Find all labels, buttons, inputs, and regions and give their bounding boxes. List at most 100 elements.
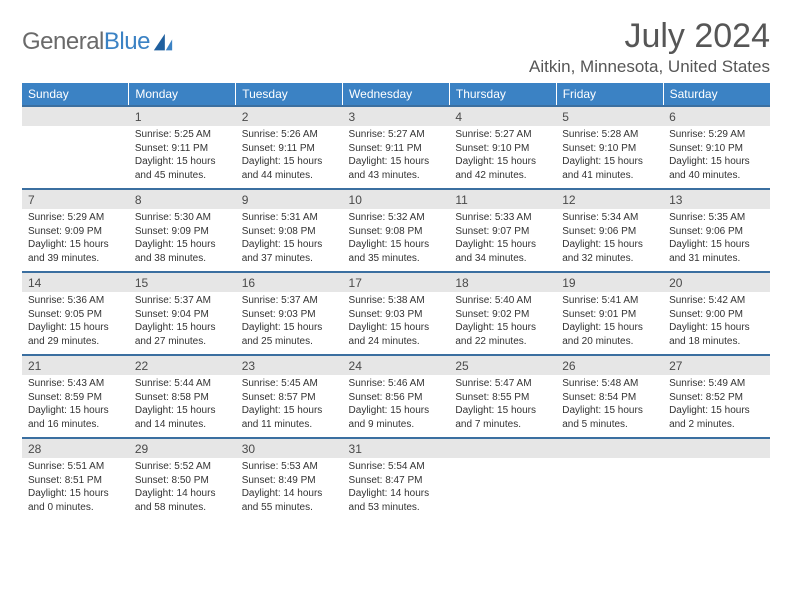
sunrise-line: Sunrise: 5:26 AM <box>242 128 337 142</box>
sunset-line: Sunset: 9:09 PM <box>28 225 123 239</box>
logo-text: GeneralBlue <box>22 28 150 56</box>
sunset-line: Sunset: 8:57 PM <box>242 391 337 405</box>
day-content-cell <box>449 458 556 520</box>
calendar-table: SundayMondayTuesdayWednesdayThursdayFrid… <box>22 83 770 520</box>
sunrise-line: Sunrise: 5:34 AM <box>562 211 657 225</box>
daylight-line: Daylight: 15 hours and 44 minutes. <box>242 155 337 182</box>
day-content-row: Sunrise: 5:43 AMSunset: 8:59 PMDaylight:… <box>22 375 770 438</box>
daylight-line: Daylight: 15 hours and 29 minutes. <box>28 321 123 348</box>
sunset-line: Sunset: 8:59 PM <box>28 391 123 405</box>
location-text: Aitkin, Minnesota, United States <box>529 57 770 77</box>
daylight-line: Daylight: 15 hours and 45 minutes. <box>135 155 230 182</box>
day-number-cell: 27 <box>663 355 770 375</box>
sunrise-line: Sunrise: 5:49 AM <box>669 377 764 391</box>
weekday-header: Thursday <box>449 83 556 106</box>
sunset-line: Sunset: 9:08 PM <box>349 225 444 239</box>
sunset-line: Sunset: 9:00 PM <box>669 308 764 322</box>
day-content-cell: Sunrise: 5:49 AMSunset: 8:52 PMDaylight:… <box>663 375 770 438</box>
day-content-row: Sunrise: 5:25 AMSunset: 9:11 PMDaylight:… <box>22 126 770 189</box>
day-number-cell: 20 <box>663 272 770 292</box>
weekday-header: Friday <box>556 83 663 106</box>
day-content-cell: Sunrise: 5:34 AMSunset: 9:06 PMDaylight:… <box>556 209 663 272</box>
weekday-header: Tuesday <box>236 83 343 106</box>
daylight-line: Daylight: 15 hours and 34 minutes. <box>455 238 550 265</box>
day-number-cell: 11 <box>449 189 556 209</box>
sunrise-line: Sunrise: 5:52 AM <box>135 460 230 474</box>
day-content-cell: Sunrise: 5:32 AMSunset: 9:08 PMDaylight:… <box>343 209 450 272</box>
daylight-line: Daylight: 15 hours and 40 minutes. <box>669 155 764 182</box>
day-content-cell: Sunrise: 5:47 AMSunset: 8:55 PMDaylight:… <box>449 375 556 438</box>
sunrise-line: Sunrise: 5:45 AM <box>242 377 337 391</box>
day-number-cell: 19 <box>556 272 663 292</box>
sunrise-line: Sunrise: 5:43 AM <box>28 377 123 391</box>
day-number-cell: 16 <box>236 272 343 292</box>
sunset-line: Sunset: 8:50 PM <box>135 474 230 488</box>
day-number-cell: 2 <box>236 106 343 126</box>
day-content-cell: Sunrise: 5:35 AMSunset: 9:06 PMDaylight:… <box>663 209 770 272</box>
day-content-cell: Sunrise: 5:25 AMSunset: 9:11 PMDaylight:… <box>129 126 236 189</box>
day-number-cell: 1 <box>129 106 236 126</box>
day-number-cell <box>22 106 129 126</box>
day-content-cell: Sunrise: 5:28 AMSunset: 9:10 PMDaylight:… <box>556 126 663 189</box>
daylight-line: Daylight: 15 hours and 35 minutes. <box>349 238 444 265</box>
sunset-line: Sunset: 8:47 PM <box>349 474 444 488</box>
sunset-line: Sunset: 8:49 PM <box>242 474 337 488</box>
day-content-row: Sunrise: 5:51 AMSunset: 8:51 PMDaylight:… <box>22 458 770 520</box>
sunset-line: Sunset: 8:52 PM <box>669 391 764 405</box>
daylight-line: Daylight: 15 hours and 38 minutes. <box>135 238 230 265</box>
day-number-cell: 12 <box>556 189 663 209</box>
daylight-line: Daylight: 15 hours and 22 minutes. <box>455 321 550 348</box>
day-content-cell: Sunrise: 5:29 AMSunset: 9:09 PMDaylight:… <box>22 209 129 272</box>
sunset-line: Sunset: 9:11 PM <box>349 142 444 156</box>
daylight-line: Daylight: 15 hours and 39 minutes. <box>28 238 123 265</box>
day-content-row: Sunrise: 5:36 AMSunset: 9:05 PMDaylight:… <box>22 292 770 355</box>
daylight-line: Daylight: 15 hours and 18 minutes. <box>669 321 764 348</box>
day-content-cell: Sunrise: 5:27 AMSunset: 9:11 PMDaylight:… <box>343 126 450 189</box>
day-number-cell: 31 <box>343 438 450 458</box>
sunset-line: Sunset: 9:11 PM <box>135 142 230 156</box>
daylight-line: Daylight: 15 hours and 41 minutes. <box>562 155 657 182</box>
sunset-line: Sunset: 9:05 PM <box>28 308 123 322</box>
daylight-line: Daylight: 15 hours and 20 minutes. <box>562 321 657 348</box>
sunrise-line: Sunrise: 5:32 AM <box>349 211 444 225</box>
day-content-cell <box>663 458 770 520</box>
sunset-line: Sunset: 9:06 PM <box>562 225 657 239</box>
sunrise-line: Sunrise: 5:53 AM <box>242 460 337 474</box>
day-number-cell: 26 <box>556 355 663 375</box>
daylight-line: Daylight: 14 hours and 55 minutes. <box>242 487 337 514</box>
day-number-row: 78910111213 <box>22 189 770 209</box>
day-number-cell: 22 <box>129 355 236 375</box>
daylight-line: Daylight: 15 hours and 5 minutes. <box>562 404 657 431</box>
day-content-cell: Sunrise: 5:42 AMSunset: 9:00 PMDaylight:… <box>663 292 770 355</box>
daylight-line: Daylight: 15 hours and 25 minutes. <box>242 321 337 348</box>
day-content-cell: Sunrise: 5:53 AMSunset: 8:49 PMDaylight:… <box>236 458 343 520</box>
daylight-line: Daylight: 14 hours and 53 minutes. <box>349 487 444 514</box>
day-content-cell: Sunrise: 5:36 AMSunset: 9:05 PMDaylight:… <box>22 292 129 355</box>
day-number-cell: 6 <box>663 106 770 126</box>
sunrise-line: Sunrise: 5:41 AM <box>562 294 657 308</box>
sunrise-line: Sunrise: 5:47 AM <box>455 377 550 391</box>
day-content-cell: Sunrise: 5:52 AMSunset: 8:50 PMDaylight:… <box>129 458 236 520</box>
day-number-cell: 18 <box>449 272 556 292</box>
weekday-header: Wednesday <box>343 83 450 106</box>
daylight-line: Daylight: 15 hours and 42 minutes. <box>455 155 550 182</box>
title-block: July 2024 Aitkin, Minnesota, United Stat… <box>529 18 770 77</box>
page-header: GeneralBlue July 2024 Aitkin, Minnesota,… <box>22 18 770 77</box>
day-number-cell: 13 <box>663 189 770 209</box>
sunset-line: Sunset: 9:11 PM <box>242 142 337 156</box>
weekday-header: Sunday <box>22 83 129 106</box>
day-content-cell: Sunrise: 5:48 AMSunset: 8:54 PMDaylight:… <box>556 375 663 438</box>
daylight-line: Daylight: 15 hours and 16 minutes. <box>28 404 123 431</box>
sunset-line: Sunset: 9:03 PM <box>242 308 337 322</box>
logo-word-1: General <box>22 28 104 55</box>
sunrise-line: Sunrise: 5:29 AM <box>28 211 123 225</box>
sunrise-line: Sunrise: 5:42 AM <box>669 294 764 308</box>
day-content-cell: Sunrise: 5:37 AMSunset: 9:03 PMDaylight:… <box>236 292 343 355</box>
month-title: July 2024 <box>529 18 770 55</box>
day-number-cell <box>449 438 556 458</box>
day-content-cell: Sunrise: 5:29 AMSunset: 9:10 PMDaylight:… <box>663 126 770 189</box>
day-number-cell: 15 <box>129 272 236 292</box>
day-content-cell <box>556 458 663 520</box>
day-number-cell: 10 <box>343 189 450 209</box>
sunrise-line: Sunrise: 5:51 AM <box>28 460 123 474</box>
